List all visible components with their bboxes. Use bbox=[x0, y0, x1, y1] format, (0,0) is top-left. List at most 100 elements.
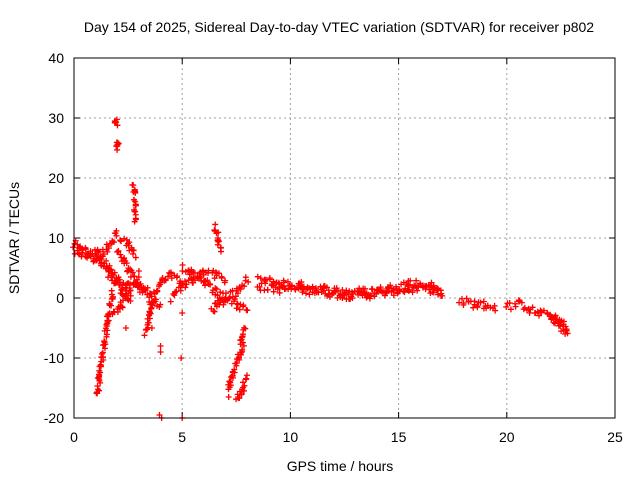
data-point bbox=[562, 327, 569, 334]
data-point bbox=[179, 261, 186, 268]
data-point bbox=[101, 339, 108, 346]
data-point bbox=[212, 221, 219, 228]
data-point bbox=[132, 216, 139, 223]
data-point bbox=[284, 278, 291, 285]
data-point bbox=[114, 146, 121, 153]
data-point bbox=[217, 289, 224, 296]
data-point bbox=[276, 289, 283, 296]
data-point bbox=[293, 284, 300, 291]
data-point bbox=[131, 273, 138, 280]
data-point bbox=[173, 274, 180, 281]
data-point bbox=[474, 304, 481, 311]
data-point bbox=[217, 245, 224, 252]
data-point bbox=[104, 248, 111, 255]
x-tick-label: 0 bbox=[70, 429, 78, 445]
data-point bbox=[114, 277, 121, 284]
y-tick-label: -20 bbox=[44, 410, 64, 426]
data-point bbox=[113, 116, 120, 123]
data-point bbox=[242, 325, 249, 332]
data-point bbox=[113, 276, 120, 283]
data-point bbox=[224, 297, 231, 304]
data-point bbox=[303, 290, 310, 297]
data-point bbox=[556, 319, 563, 326]
data-point bbox=[127, 287, 134, 294]
data-point bbox=[309, 283, 316, 290]
data-point bbox=[244, 307, 251, 314]
data-point bbox=[256, 283, 263, 290]
data-point bbox=[130, 247, 137, 254]
data-point bbox=[122, 325, 129, 331]
data-point bbox=[236, 395, 243, 402]
data-point bbox=[114, 122, 121, 129]
data-point bbox=[460, 301, 467, 308]
data-point bbox=[113, 119, 120, 126]
data-point bbox=[540, 307, 547, 314]
data-point bbox=[415, 283, 422, 290]
y-axis-label: SDTVAR / TECUs bbox=[6, 182, 22, 294]
data-point bbox=[98, 259, 105, 266]
data-point bbox=[560, 318, 567, 325]
data-point bbox=[157, 343, 164, 349]
data-point bbox=[114, 141, 121, 148]
data-point bbox=[179, 267, 186, 274]
x-tick-label: 5 bbox=[178, 429, 186, 445]
data-point bbox=[518, 299, 525, 306]
data-point bbox=[241, 382, 248, 389]
data-point bbox=[257, 275, 264, 282]
data-point bbox=[355, 291, 362, 298]
data-point bbox=[141, 332, 148, 339]
data-point bbox=[239, 346, 246, 353]
data-point bbox=[121, 235, 128, 242]
data-point bbox=[227, 382, 234, 389]
data-point bbox=[142, 287, 149, 294]
data-point bbox=[325, 287, 332, 294]
data-point bbox=[435, 291, 442, 298]
data-point bbox=[377, 284, 384, 291]
data-point bbox=[300, 286, 307, 293]
data-point bbox=[552, 316, 559, 323]
data-point bbox=[240, 302, 247, 309]
data-point bbox=[220, 301, 227, 308]
data-point bbox=[218, 274, 225, 281]
data-point bbox=[239, 379, 246, 386]
data-point bbox=[95, 248, 102, 255]
data-point bbox=[413, 277, 420, 284]
data-point bbox=[151, 296, 158, 303]
data-point bbox=[335, 288, 342, 295]
data-point bbox=[118, 286, 125, 293]
data-point bbox=[236, 356, 243, 363]
data-point bbox=[241, 283, 248, 290]
data-point bbox=[148, 293, 155, 300]
data-point bbox=[358, 288, 365, 295]
data-point bbox=[241, 324, 248, 331]
data-point bbox=[212, 269, 219, 276]
data-point bbox=[548, 315, 555, 322]
data-point bbox=[137, 280, 144, 287]
data-point bbox=[153, 288, 160, 295]
plot-frame bbox=[73, 57, 616, 419]
data-point bbox=[172, 289, 179, 296]
data-point bbox=[71, 240, 78, 247]
data-point bbox=[213, 286, 220, 293]
data-point bbox=[239, 386, 246, 393]
data-point bbox=[118, 238, 125, 245]
data-point bbox=[70, 244, 77, 251]
data-point bbox=[107, 267, 114, 274]
data-point bbox=[148, 325, 155, 331]
data-point bbox=[559, 323, 566, 330]
data-point bbox=[215, 238, 222, 245]
data-point bbox=[178, 355, 185, 361]
data-point bbox=[288, 282, 295, 289]
data-point bbox=[242, 274, 249, 281]
data-point bbox=[182, 284, 189, 291]
data-point bbox=[240, 342, 247, 349]
data-point bbox=[149, 302, 156, 309]
data-point bbox=[480, 298, 487, 305]
grid-lines bbox=[74, 58, 615, 418]
data-point bbox=[229, 374, 236, 381]
data-point bbox=[374, 286, 381, 293]
x-tick-label: 10 bbox=[283, 429, 299, 445]
data-point bbox=[410, 284, 417, 291]
data-point bbox=[211, 308, 218, 315]
